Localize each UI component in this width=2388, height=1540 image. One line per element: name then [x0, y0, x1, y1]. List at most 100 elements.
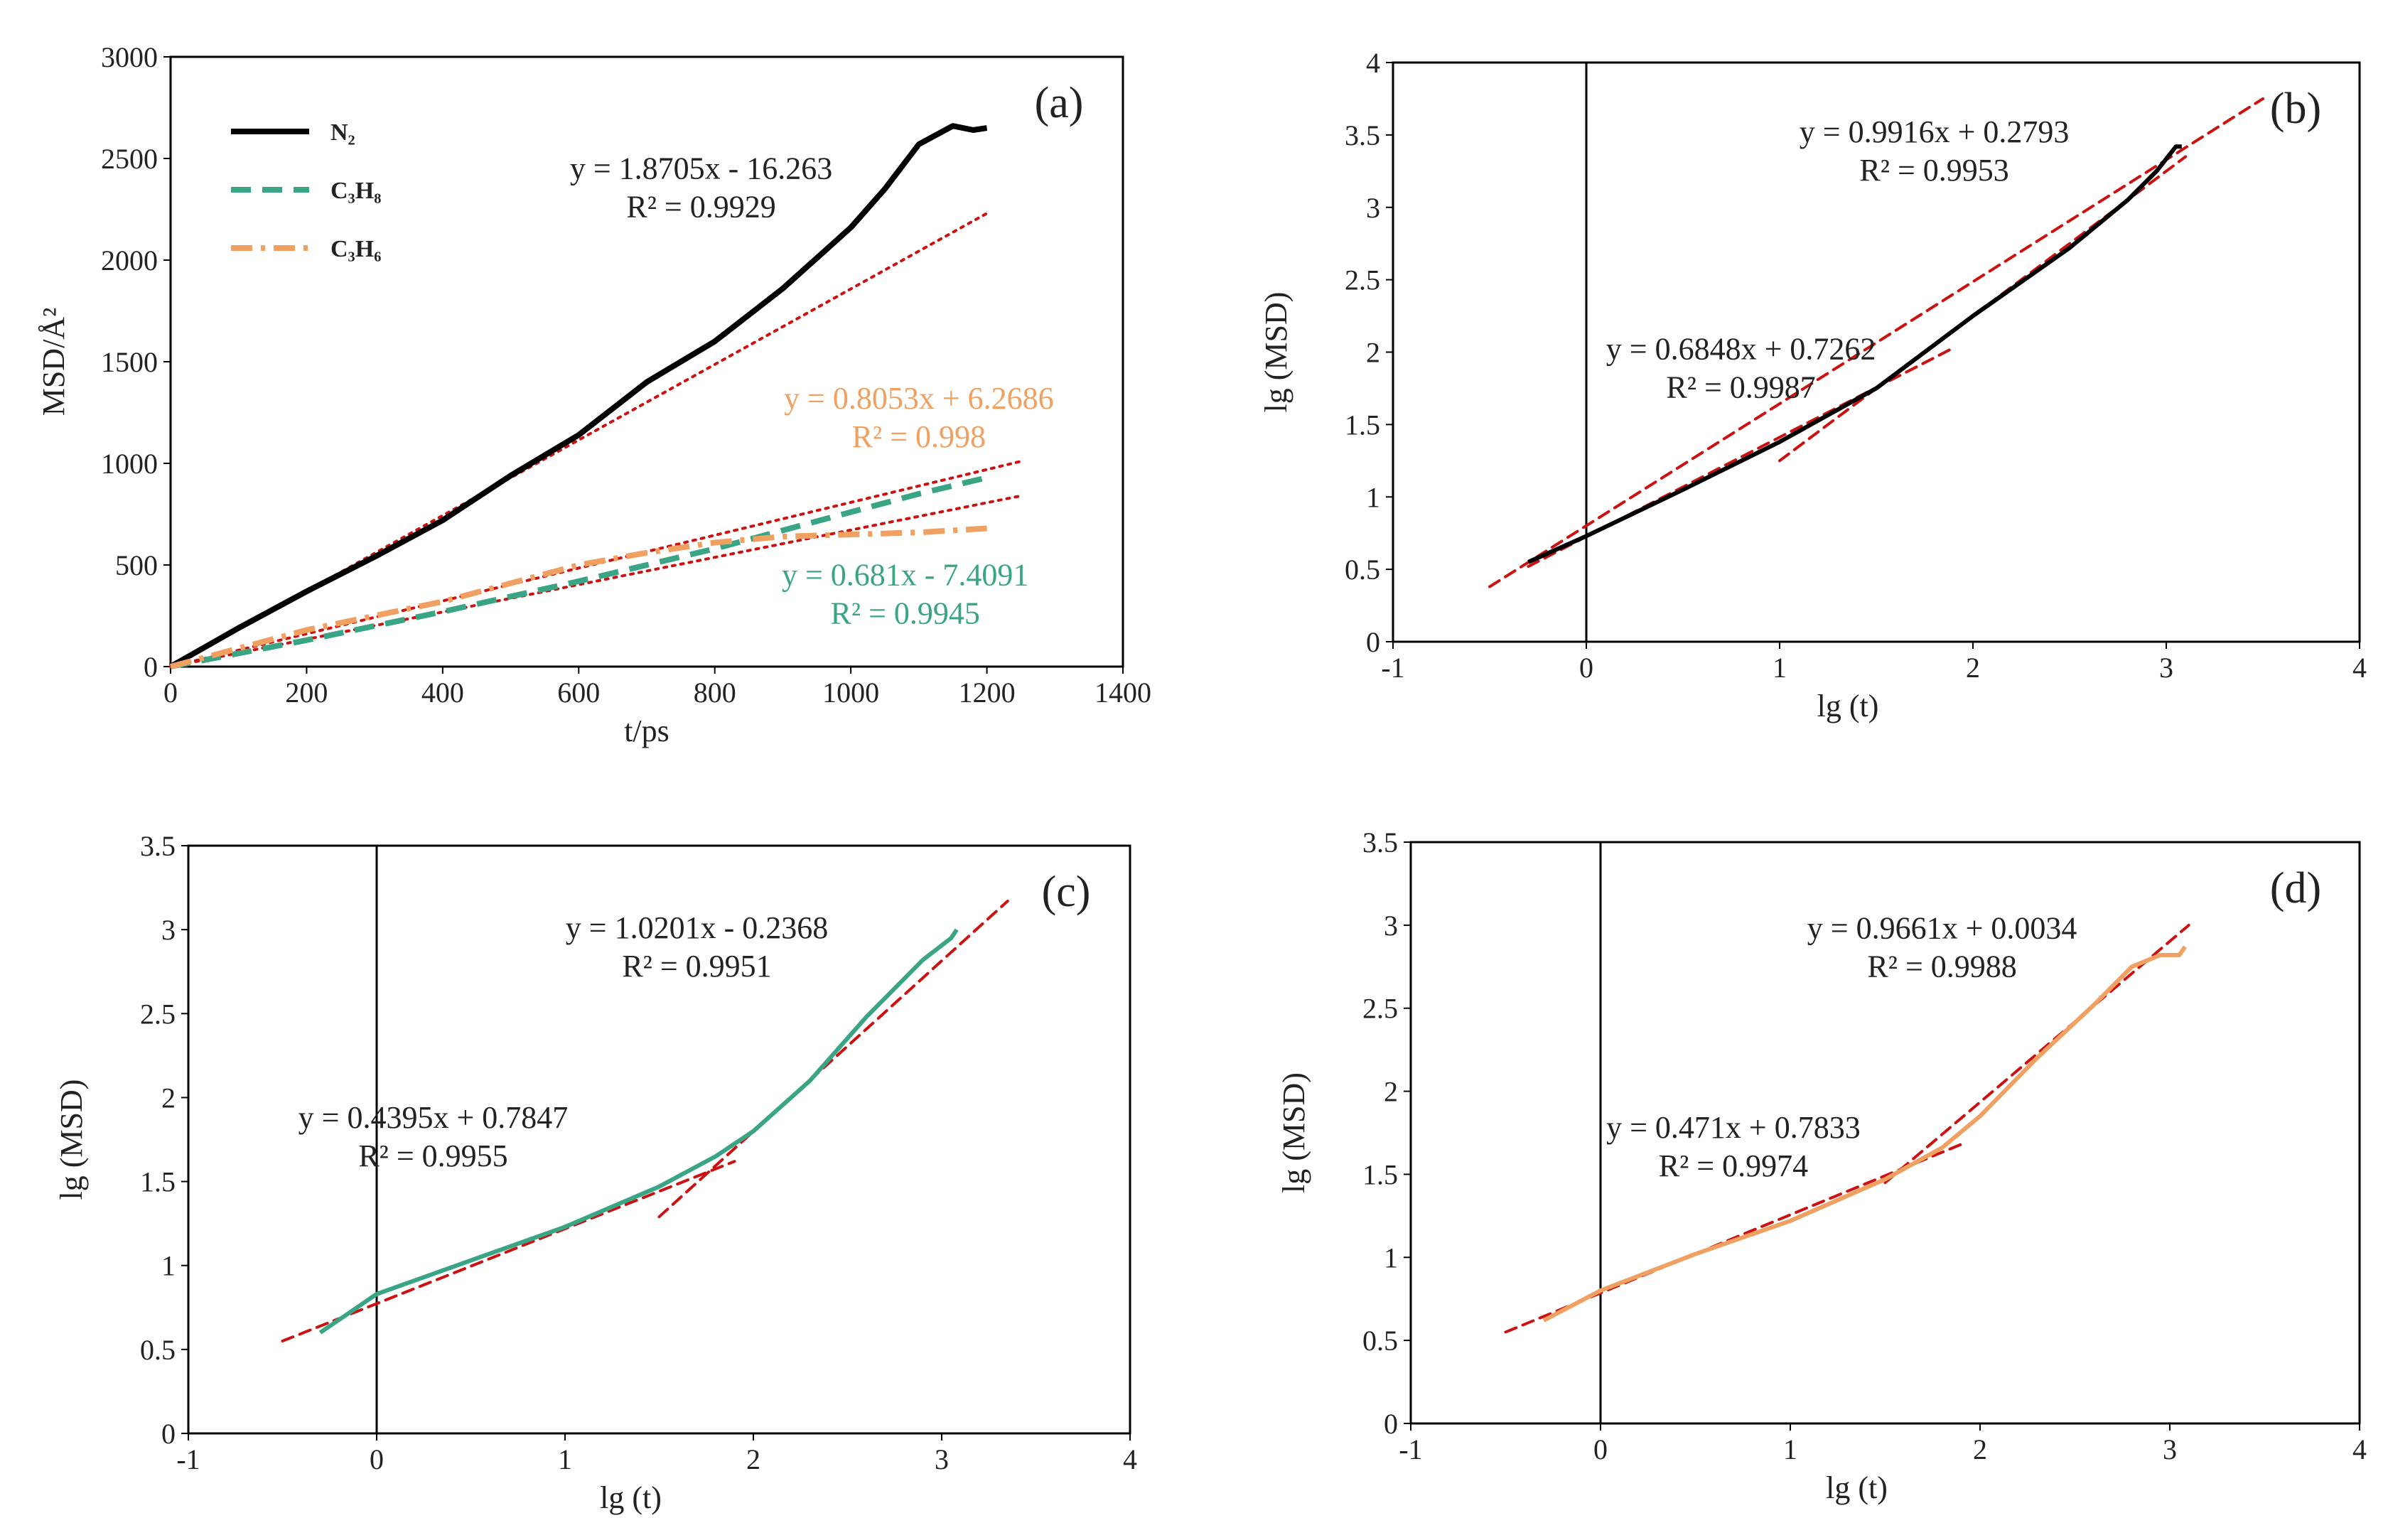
fit-line	[1883, 923, 2190, 1185]
y-axis-label: lg (MSD)	[1259, 292, 1294, 413]
x-tick-label: 3	[2163, 1433, 2177, 1465]
x-tick-label: -1	[176, 1443, 200, 1475]
series-line	[170, 475, 988, 669]
panel-label: (a)	[1035, 79, 1084, 127]
x-tick-label: 2	[1966, 652, 1980, 684]
y-tick-label: 1.5	[140, 1166, 176, 1198]
fit-equation: y = 0.471x + 0.7833	[1606, 1110, 1861, 1145]
x-tick-label: 4	[2352, 1433, 2367, 1465]
x-tick-label: 0	[1579, 652, 1593, 684]
y-tick-label: 0	[1366, 626, 1380, 658]
y-tick-label: 2.5	[140, 998, 176, 1030]
x-tick-label: 1	[1773, 652, 1787, 684]
y-tick-label: 1	[161, 1250, 176, 1282]
x-tick-label: 1000	[822, 677, 879, 709]
y-tick-label: 3	[1366, 192, 1380, 224]
fit-line	[657, 899, 1009, 1219]
x-tick-label: 1400	[1094, 677, 1151, 709]
x-tick-label: 200	[285, 677, 328, 709]
fit-equation: R² = 0.9929	[626, 190, 775, 225]
y-tick-label: 1500	[101, 346, 158, 378]
y-tick-label: 3000	[101, 41, 158, 73]
series-line	[1527, 144, 2182, 564]
fit-equation: R² = 0.9951	[622, 949, 771, 984]
legend-label: C₃H₆	[330, 236, 381, 262]
x-tick-label: 800	[694, 677, 736, 709]
fit-equation: R² = 0.9974	[1659, 1148, 1808, 1183]
x-axis-label: t/ps	[624, 714, 669, 748]
y-tick-label: 3.5	[1345, 119, 1380, 151]
fit-equation: y = 0.6848x + 0.7262	[1606, 332, 1876, 367]
y-tick-label: 1000	[101, 448, 158, 480]
fit-line	[1488, 97, 2264, 588]
fit-equation: R² = 0.9955	[358, 1138, 507, 1173]
y-tick-label: 0	[1384, 1408, 1398, 1440]
x-tick-label: 2	[746, 1443, 760, 1475]
x-tick-label: 0	[370, 1443, 384, 1475]
panel-label: (c)	[1042, 868, 1091, 916]
y-tick-label: 1.5	[1362, 1158, 1398, 1190]
y-tick-label: 2	[1384, 1076, 1398, 1108]
y-tick-label: 3.5	[1362, 826, 1398, 858]
x-tick-label: 1200	[959, 677, 1016, 709]
fit-equation: y = 0.9916x + 0.2793	[1800, 114, 2070, 149]
y-tick-label: 3.5	[140, 830, 176, 862]
x-tick-label: 400	[421, 677, 464, 709]
x-tick-label: 1	[1783, 1433, 1797, 1465]
fit-equation: y = 0.4395x + 0.7847	[298, 1100, 569, 1135]
series-line	[318, 928, 959, 1335]
legend-label: C₃H₈	[330, 178, 381, 204]
x-tick-label: 600	[557, 677, 600, 709]
x-tick-label: -1	[1381, 652, 1404, 684]
x-tick-label: 3	[935, 1443, 949, 1475]
x-tick-label: 3	[2159, 652, 2173, 684]
fit-equation: y = 0.9661x + 0.0034	[1807, 911, 2077, 946]
fit-equation: R² = 0.9988	[1867, 949, 2016, 984]
x-tick-label: -1	[1399, 1433, 1422, 1465]
y-tick-label: 2.5	[1345, 264, 1380, 296]
panel-label: (b)	[2270, 85, 2321, 133]
y-tick-label: 2	[1366, 337, 1380, 369]
fit-equation: R² = 0.9945	[831, 596, 980, 631]
y-tick-label: 3	[161, 914, 176, 946]
x-tick-label: 2	[1973, 1433, 1987, 1465]
y-tick-label: 0.5	[1345, 554, 1380, 586]
x-tick-label: 0	[1593, 1433, 1608, 1465]
panel-a: 0 200 400 600 800 1000 1200 1400 0 500 1000 1500 200…	[36, 41, 1151, 748]
y-tick-label: 1	[1366, 481, 1380, 513]
panel-c: -1 0 1 2 3 400.511.522.533.5lg (t)lg (MSD)(c)…	[54, 830, 1137, 1515]
series-line	[1542, 945, 2187, 1323]
y-tick-label: 2000	[101, 244, 158, 276]
fit-equation: R² = 0.9987	[1666, 370, 1815, 405]
y-axis-label: lg (MSD)	[54, 1079, 89, 1200]
y-tick-label: 0.5	[140, 1334, 176, 1366]
x-tick-label: 1	[558, 1443, 572, 1475]
y-tick-label: 2.5	[1362, 993, 1398, 1025]
y-axis-label: lg (MSD)	[1276, 1072, 1311, 1193]
fit-equation: y = 1.8705x - 16.263	[570, 151, 832, 186]
series-line	[169, 525, 987, 669]
y-tick-label: 0.5	[1362, 1325, 1398, 1357]
y-tick-label: 0	[161, 1418, 176, 1450]
panel-label: (d)	[2270, 864, 2321, 912]
fit-equation: R² = 0.998	[852, 419, 986, 454]
fit-equation: y = 0.681x - 7.4091	[782, 558, 1028, 593]
y-tick-label: 2	[161, 1082, 176, 1114]
fit-equation: y = 0.8053x + 6.2686	[784, 381, 1054, 416]
fit-equation: y = 1.0201x - 0.2368	[566, 910, 828, 945]
fit-line	[1778, 155, 2188, 463]
y-tick-label: 1	[1384, 1242, 1398, 1274]
x-axis-label: lg (t)	[1817, 689, 1879, 723]
series-line	[169, 123, 988, 669]
x-tick-label: 4	[2352, 652, 2367, 684]
x-tick-label: 0	[163, 677, 178, 709]
x-axis-label: lg (t)	[1826, 1470, 1888, 1505]
y-tick-label: 0	[144, 651, 158, 683]
fit-equation: R² = 0.9953	[1859, 153, 2008, 188]
legend-label: N₂	[330, 119, 355, 146]
fit-line	[281, 1160, 736, 1343]
x-axis-label: lg (t)	[600, 1480, 662, 1515]
x-tick-label: 4	[1123, 1443, 1137, 1475]
